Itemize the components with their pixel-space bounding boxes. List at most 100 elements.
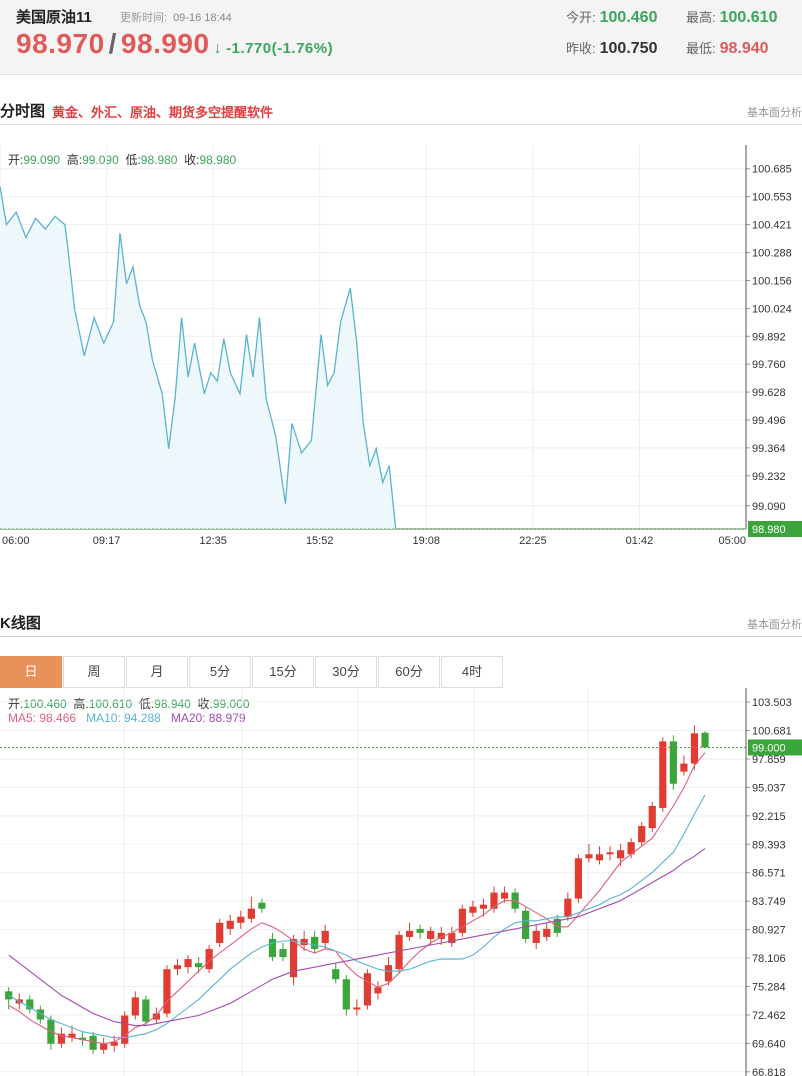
intraday-y-tick: 100.156 bbox=[752, 276, 792, 288]
kline-candle-down bbox=[78, 1037, 87, 1040]
kline-candle-down bbox=[5, 991, 13, 1000]
intraday-y-tick: 99.364 bbox=[752, 443, 786, 455]
k-close-label: 收: bbox=[197, 697, 213, 711]
kline-heading: K线图 bbox=[0, 615, 41, 632]
kline-y-tick: 92.215 bbox=[752, 811, 786, 823]
down-arrow-icon: ↓ bbox=[213, 40, 223, 57]
ma-legend: MA5: 98.466 MA10: 94.288 MA20: 88.979 bbox=[8, 711, 246, 725]
tab-5[interactable]: 30分 bbox=[315, 656, 377, 688]
ohlc-low-label: 低: bbox=[125, 153, 141, 167]
kline-candle-up bbox=[110, 1041, 118, 1046]
promo-link[interactable]: 黄金、外汇、原油、期货多空提醒软件 bbox=[52, 105, 274, 120]
kline-candle-up bbox=[564, 898, 572, 917]
kline-candle-up bbox=[617, 850, 625, 859]
intraday-section-header: 分时图 黄金、外汇、原油、期货多空提醒软件 基本面分析 bbox=[0, 94, 802, 125]
fundamental-analysis-link[interactable]: 基本面分析 bbox=[747, 107, 802, 119]
kline-candle-down bbox=[416, 928, 424, 933]
kline-y-tick: 100.681 bbox=[752, 726, 792, 738]
tab-3[interactable]: 5分 bbox=[189, 656, 251, 688]
kline-candle-up bbox=[374, 987, 382, 994]
kline-candle-up bbox=[300, 938, 308, 945]
instrument-title: 美国原油11 bbox=[16, 9, 92, 26]
kline-candle-down bbox=[89, 1035, 97, 1050]
intraday-y-tick: 100.553 bbox=[752, 192, 792, 204]
kline-candle-up bbox=[226, 920, 234, 929]
intraday-y-tick: 100.288 bbox=[752, 248, 792, 260]
update-time-label: 更新时间: bbox=[120, 12, 168, 24]
k-low-value: 98.940 bbox=[154, 697, 191, 711]
kline-candle-up bbox=[152, 1013, 160, 1020]
tab-4[interactable]: 15分 bbox=[252, 656, 314, 688]
kline-candle-up bbox=[363, 973, 371, 1006]
kline-candle-down bbox=[258, 902, 266, 909]
kline-chart[interactable]: 103.503 100.681 97.859 95.037 92.215 89.393 86… bbox=[0, 688, 802, 1076]
tab-1[interactable]: 周 bbox=[63, 656, 125, 688]
ohlc-low-value: 98.980 bbox=[140, 153, 178, 167]
low-stat: 最低: 98.940 bbox=[686, 38, 769, 58]
tab-2[interactable]: 月 bbox=[126, 656, 188, 688]
intraday-price-line bbox=[0, 186, 397, 530]
kline-candle-up bbox=[690, 733, 699, 764]
kline-candle-up bbox=[627, 842, 635, 855]
kline-candle-down bbox=[279, 949, 287, 958]
quote-header: 美国原油11 更新时间: 09-16 18:44 98.970/98.990 ↓ -1… bbox=[0, 0, 802, 75]
kline-candle-up bbox=[500, 892, 509, 899]
k-low-label: 低: bbox=[138, 697, 155, 711]
kline-candle-up bbox=[606, 852, 614, 855]
intraday-y-tick: 99.628 bbox=[752, 387, 786, 399]
kline-candle-up bbox=[543, 928, 551, 937]
bid-ask-price: 98.970/98.990 ↓ -1.770(-1.76%) bbox=[16, 28, 333, 60]
kline-candle-up bbox=[479, 904, 488, 909]
kline-ma10-line bbox=[8, 794, 706, 1039]
kline-candle-down bbox=[701, 732, 709, 748]
kline-candle-up bbox=[384, 965, 393, 982]
kline-candle-up bbox=[205, 949, 213, 970]
update-time-value: 09-16 18:44 bbox=[173, 12, 232, 24]
kline-ma5-line bbox=[8, 752, 706, 1045]
intraday-y-tick: 100.421 bbox=[752, 220, 792, 232]
tab-7[interactable]: 4时 bbox=[441, 656, 503, 688]
kline-candle-down bbox=[36, 1009, 44, 1020]
ohlc-close-label: 收: bbox=[184, 153, 200, 167]
intraday-x-tick: 12:35 bbox=[199, 535, 227, 547]
open-stat: 今开: 100.460 bbox=[566, 7, 657, 27]
intraday-x-tick: 19:08 bbox=[413, 535, 441, 547]
kline-candle-up bbox=[163, 969, 171, 1014]
intraday-area bbox=[0, 186, 396, 529]
kline-candle-down bbox=[669, 741, 677, 784]
kline-y-tick: 80.927 bbox=[752, 925, 786, 937]
open-value: 100.460 bbox=[599, 9, 658, 26]
kline-candle-up bbox=[406, 930, 414, 937]
intraday-chart[interactable]: 06:00 09:17 12:35 15:52 19:08 22:25 01:42 05:00… bbox=[0, 145, 802, 557]
low-value: 98.940 bbox=[719, 40, 769, 57]
kline-candle-down bbox=[332, 969, 340, 980]
k-high-label: 高: bbox=[73, 697, 89, 711]
kline-section-header: K线图 基本面分析 bbox=[0, 606, 802, 637]
intraday-x-tick: 09:17 bbox=[93, 535, 121, 547]
bid-price: 98.970 bbox=[16, 28, 105, 59]
kline-candle-up bbox=[574, 858, 582, 899]
tab-6[interactable]: 60分 bbox=[378, 656, 440, 688]
kline-candle-up bbox=[68, 1033, 76, 1038]
kline-y-tick: 83.749 bbox=[752, 896, 786, 908]
intraday-last-price-box bbox=[748, 521, 802, 537]
kline-fundamental-link[interactable]: 基本面分析 bbox=[747, 619, 802, 631]
kline-candle-up bbox=[532, 930, 540, 943]
ma10-label: MA10: bbox=[86, 711, 121, 725]
tab-0[interactable]: 日 bbox=[0, 656, 62, 688]
ma20-value: 88.979 bbox=[208, 711, 246, 725]
ask-price: 98.990 bbox=[120, 28, 210, 59]
kline-candle-down bbox=[142, 999, 150, 1022]
kline-candle-up bbox=[289, 938, 298, 978]
prev-close-value: 100.750 bbox=[599, 40, 658, 57]
kline-candle-up bbox=[648, 805, 656, 829]
intraday-x-tick: 01:42 bbox=[626, 535, 654, 547]
kline-candle-down bbox=[553, 918, 561, 933]
kline-candle-up bbox=[353, 1007, 361, 1010]
kline-y-tick: 86.571 bbox=[752, 868, 786, 880]
intraday-ohlc-legend: 开:99.090 高:99.090 低:98.980 收:98.980 bbox=[8, 151, 236, 168]
kline-y-tick: 72.462 bbox=[752, 1010, 786, 1022]
ohlc-open-value: 99.090 bbox=[23, 153, 61, 167]
intraday-heading: 分时图 bbox=[0, 103, 46, 120]
kline-candle-up bbox=[427, 930, 435, 939]
